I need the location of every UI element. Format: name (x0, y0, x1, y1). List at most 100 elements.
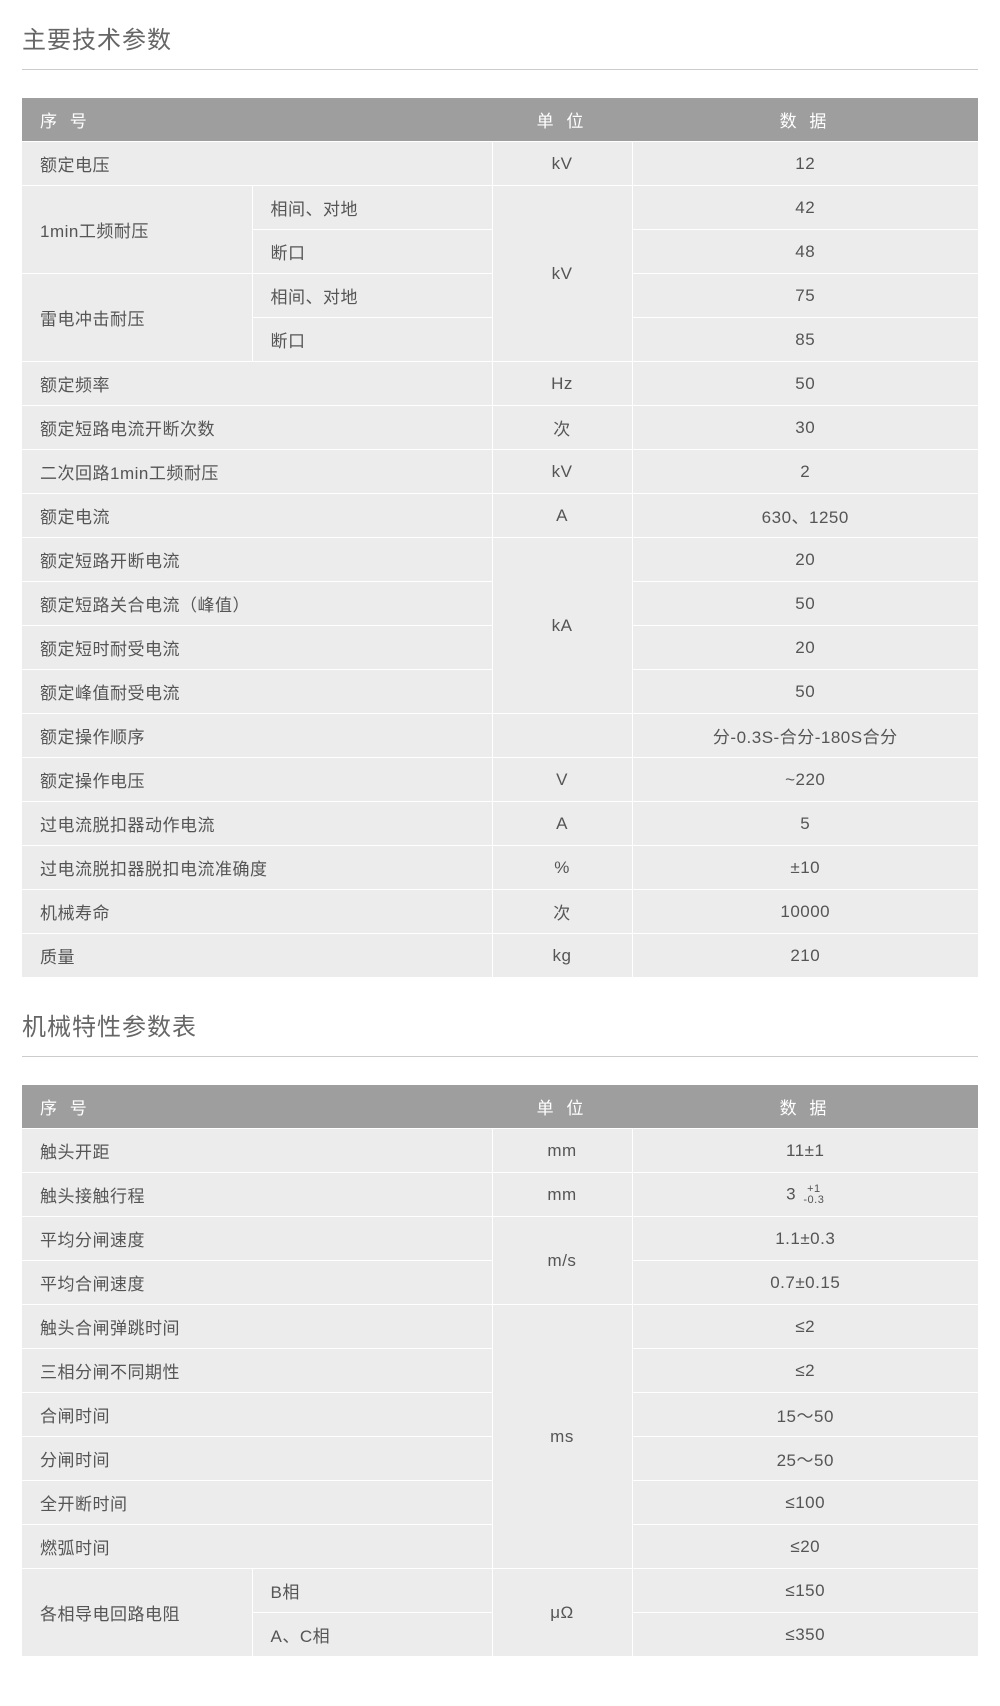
table-row: 额定电压kV12 (22, 142, 978, 186)
cell-data: 50 (632, 362, 978, 406)
table-main-specs: 序 号 单 位 数 据 额定电压kV121min工频耐压相间、对地kV42断口4… (22, 98, 978, 977)
table-row: 额定电流A630、1250 (22, 494, 978, 538)
cell-unit: m/s (492, 1217, 632, 1305)
tolerance: +1-0.3 (803, 1184, 824, 1206)
cell-unit: V (492, 758, 632, 802)
th-seq: 序 号 (22, 98, 492, 142)
th-seq2: 序 号 (22, 1085, 492, 1129)
cell-data: 25～50 (632, 1437, 978, 1481)
cell-label: 合闸时间 (22, 1393, 492, 1437)
cell-unit: kV (492, 186, 632, 362)
cell-label: 雷电冲击耐压 (22, 274, 252, 362)
cell-unit: Hz (492, 362, 632, 406)
cell-unit: kA (492, 538, 632, 714)
cell-unit: kg (492, 934, 632, 978)
table-row: 额定短路电流开断次数次30 (22, 406, 978, 450)
cell-data: 50 (632, 582, 978, 626)
table-row: 额定短路开断电流kA20 (22, 538, 978, 582)
cell-unit: 次 (492, 890, 632, 934)
cell-label: 全开断时间 (22, 1481, 492, 1525)
cell-data: 630、1250 (632, 494, 978, 538)
cell-data: ≤20 (632, 1525, 978, 1569)
cell-label: 平均分闸速度 (22, 1217, 492, 1261)
cell-data: ±10 (632, 846, 978, 890)
table-row: 二次回路1min工频耐压kV2 (22, 450, 978, 494)
section1-title: 主要技术参数 (22, 20, 978, 55)
cell-label: 额定短时耐受电流 (22, 626, 492, 670)
table-mechanical-specs: 序 号 单 位 数 据 触头开距mm11±1触头接触行程mm3 +1-0.3平均… (22, 1085, 978, 1656)
cell-label: 机械寿命 (22, 890, 492, 934)
cell-label: 触头开距 (22, 1129, 492, 1173)
cell-label: 额定电压 (22, 142, 492, 186)
cell-unit: mm (492, 1173, 632, 1217)
cell-data: 75 (632, 274, 978, 318)
cell-unit: kV (492, 142, 632, 186)
cell-data: 85 (632, 318, 978, 362)
section2-divider (22, 1056, 978, 1057)
table-row: 额定频率Hz50 (22, 362, 978, 406)
cell-data: ~220 (632, 758, 978, 802)
table-row: 触头合闸弹跳时间ms≤2 (22, 1305, 978, 1349)
cell-unit: mm (492, 1129, 632, 1173)
table-row: 额定操作电压V~220 (22, 758, 978, 802)
cell-unit: 次 (492, 406, 632, 450)
th-unit2: 单 位 (492, 1085, 632, 1129)
cell-data: 20 (632, 626, 978, 670)
th-data2: 数 据 (632, 1085, 978, 1129)
cell-data: ≤150 (632, 1569, 978, 1613)
cell-label: 二次回路1min工频耐压 (22, 450, 492, 494)
cell-data: 0.7±0.15 (632, 1261, 978, 1305)
cell-data: 5 (632, 802, 978, 846)
cell-data: 210 (632, 934, 978, 978)
cell-label: 燃弧时间 (22, 1525, 492, 1569)
cell-label: 各相导电回路电阻 (22, 1569, 252, 1657)
cell-sublabel: 相间、对地 (252, 186, 492, 230)
cell-sublabel: B相 (252, 1569, 492, 1613)
cell-unit: μΩ (492, 1569, 632, 1657)
cell-data: 12 (632, 142, 978, 186)
cell-label: 三相分闸不同期性 (22, 1349, 492, 1393)
cell-data: 48 (632, 230, 978, 274)
cell-label: 额定峰值耐受电流 (22, 670, 492, 714)
cell-sublabel: A、C相 (252, 1613, 492, 1657)
cell-sublabel: 断口 (252, 318, 492, 362)
table-row: 机械寿命次10000 (22, 890, 978, 934)
table1-header-row: 序 号 单 位 数 据 (22, 98, 978, 142)
cell-data: 42 (632, 186, 978, 230)
cell-label: 额定电流 (22, 494, 492, 538)
table2-header-row: 序 号 单 位 数 据 (22, 1085, 978, 1129)
cell-label: 额定频率 (22, 362, 492, 406)
cell-unit: kV (492, 450, 632, 494)
cell-data: ≤2 (632, 1349, 978, 1393)
cell-data: 10000 (632, 890, 978, 934)
table-row: 过电流脱扣器动作电流A5 (22, 802, 978, 846)
cell-label: 额定短路开断电流 (22, 538, 492, 582)
cell-unit: A (492, 494, 632, 538)
cell-data: ≤2 (632, 1305, 978, 1349)
cell-label: 过电流脱扣器动作电流 (22, 802, 492, 846)
table-row: 过电流脱扣器脱扣电流准确度%±10 (22, 846, 978, 890)
cell-sublabel: 相间、对地 (252, 274, 492, 318)
cell-data: 20 (632, 538, 978, 582)
cell-unit: A (492, 802, 632, 846)
table-row: 平均分闸速度m/s1.1±0.3 (22, 1217, 978, 1261)
section1-divider (22, 69, 978, 70)
table-row: 各相导电回路电阻B相μΩ≤150 (22, 1569, 978, 1613)
table-row: 1min工频耐压相间、对地kV42 (22, 186, 978, 230)
table-row: 触头接触行程mm3 +1-0.3 (22, 1173, 978, 1217)
section2-title: 机械特性参数表 (22, 1007, 978, 1042)
cell-unit (492, 714, 632, 758)
cell-label: 额定操作顺序 (22, 714, 492, 758)
cell-label: 质量 (22, 934, 492, 978)
cell-data: 分-0.3S-合分-180S合分 (632, 714, 978, 758)
table-row: 额定操作顺序 分-0.3S-合分-180S合分 (22, 714, 978, 758)
cell-sublabel: 断口 (252, 230, 492, 274)
cell-data: ≤100 (632, 1481, 978, 1525)
cell-data: 30 (632, 406, 978, 450)
cell-unit: ms (492, 1305, 632, 1569)
cell-unit: % (492, 846, 632, 890)
cell-label: 1min工频耐压 (22, 186, 252, 274)
cell-data: 3 +1-0.3 (632, 1173, 978, 1217)
cell-data: 2 (632, 450, 978, 494)
th-data: 数 据 (632, 98, 978, 142)
